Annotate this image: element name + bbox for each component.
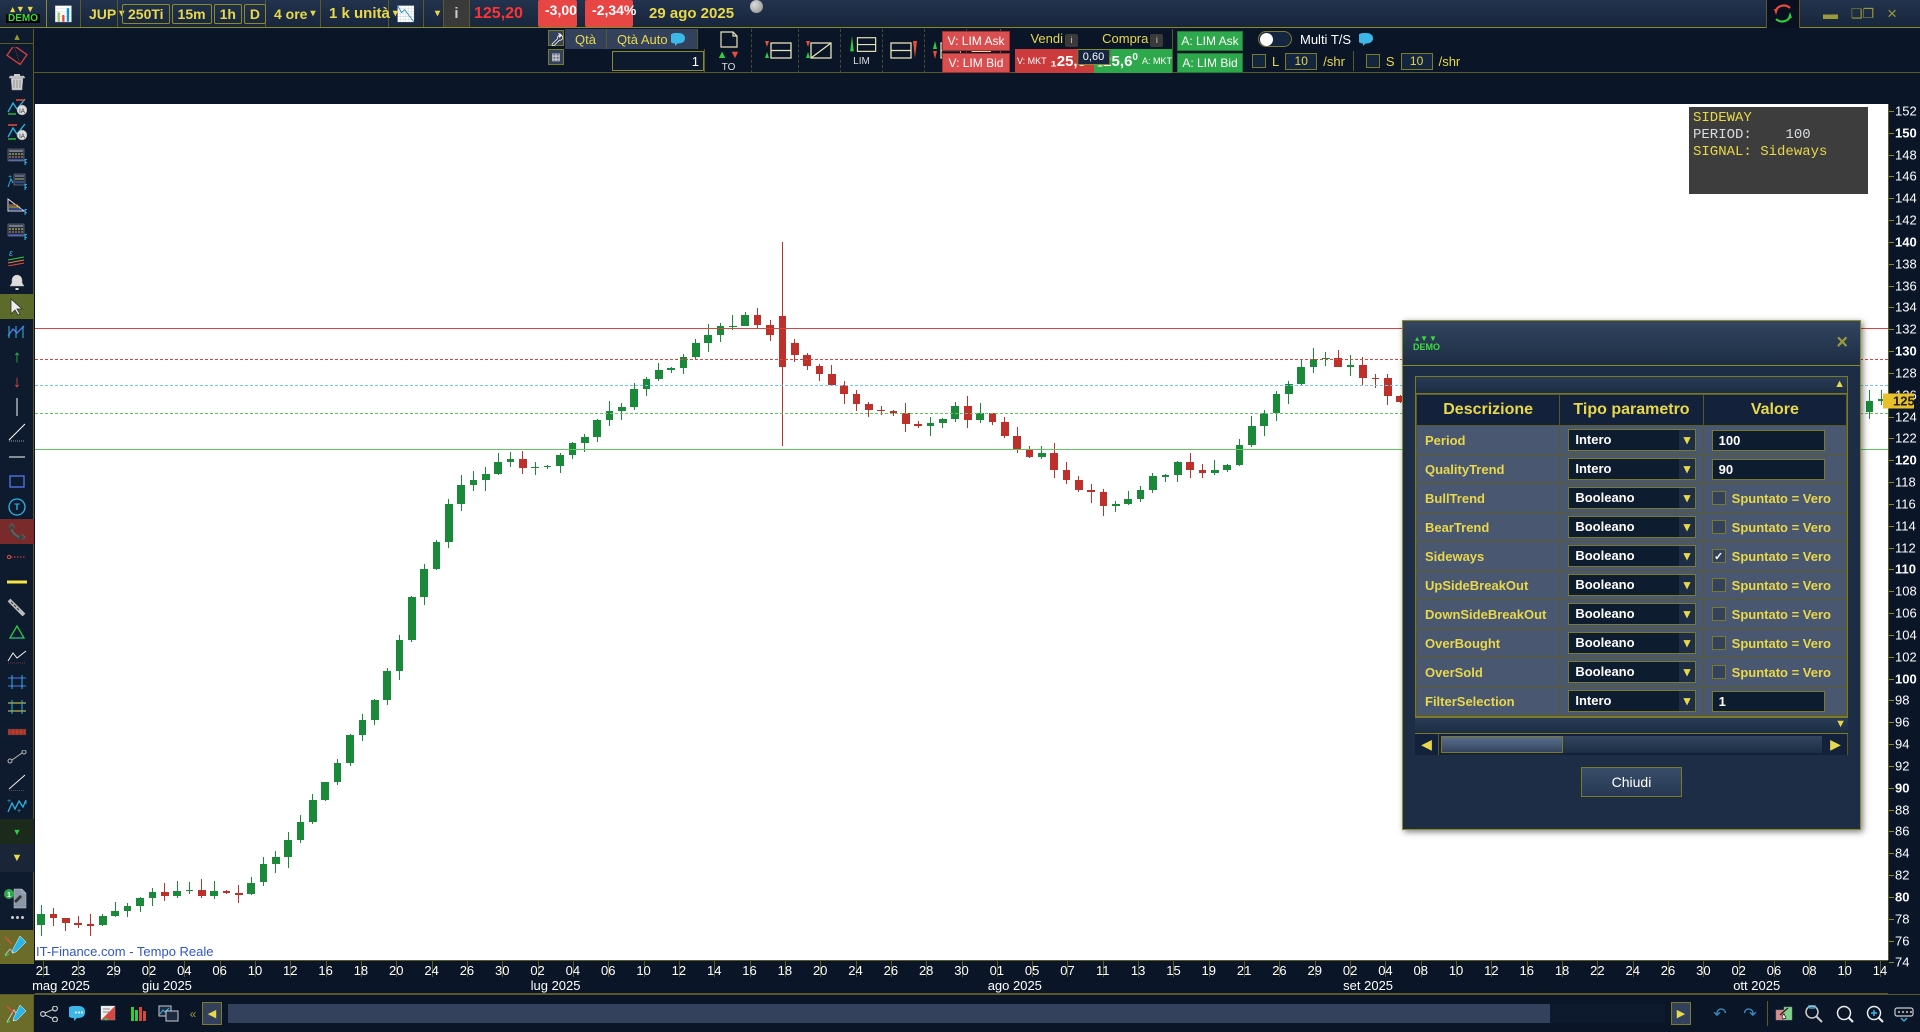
- svg-text:F: F: [24, 233, 27, 241]
- svg-text:F: F: [24, 208, 27, 216]
- svg-text:+: +: [24, 800, 27, 807]
- svg-text:1: 1: [7, 892, 11, 899]
- svg-text:IA: IA: [19, 134, 25, 140]
- svg-text:T: T: [14, 502, 20, 512]
- svg-text:+: +: [7, 799, 11, 805]
- svg-text:F: F: [24, 183, 27, 191]
- svg-text:IA: IA: [19, 109, 25, 115]
- svg-text:ε: ε: [9, 248, 14, 258]
- svg-text:+: +: [8, 174, 12, 181]
- svg-text:+: +: [17, 808, 21, 815]
- svg-text:F: F: [24, 158, 27, 166]
